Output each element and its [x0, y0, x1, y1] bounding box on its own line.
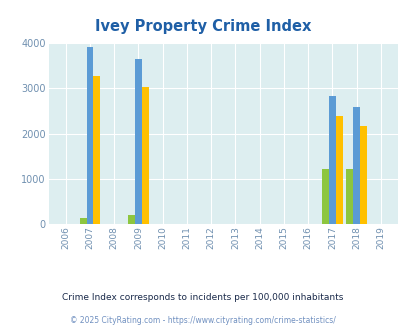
Bar: [135, 59, 141, 224]
Bar: [359, 126, 366, 224]
Bar: [93, 76, 100, 224]
Bar: [352, 107, 359, 224]
Text: © 2025 CityRating.com - https://www.cityrating.com/crime-statistics/: © 2025 CityRating.com - https://www.city…: [70, 315, 335, 325]
Text: Crime Index corresponds to incidents per 100,000 inhabitants: Crime Index corresponds to incidents per…: [62, 292, 343, 302]
Bar: [141, 87, 148, 224]
Legend: Ivey, Georgia, National: Ivey, Georgia, National: [104, 324, 341, 330]
Bar: [86, 48, 93, 224]
Bar: [345, 169, 352, 224]
Bar: [328, 95, 335, 224]
Bar: [128, 215, 135, 224]
Bar: [79, 218, 86, 224]
Bar: [335, 116, 342, 224]
Bar: [322, 169, 328, 224]
Text: Ivey Property Crime Index: Ivey Property Crime Index: [95, 19, 310, 34]
